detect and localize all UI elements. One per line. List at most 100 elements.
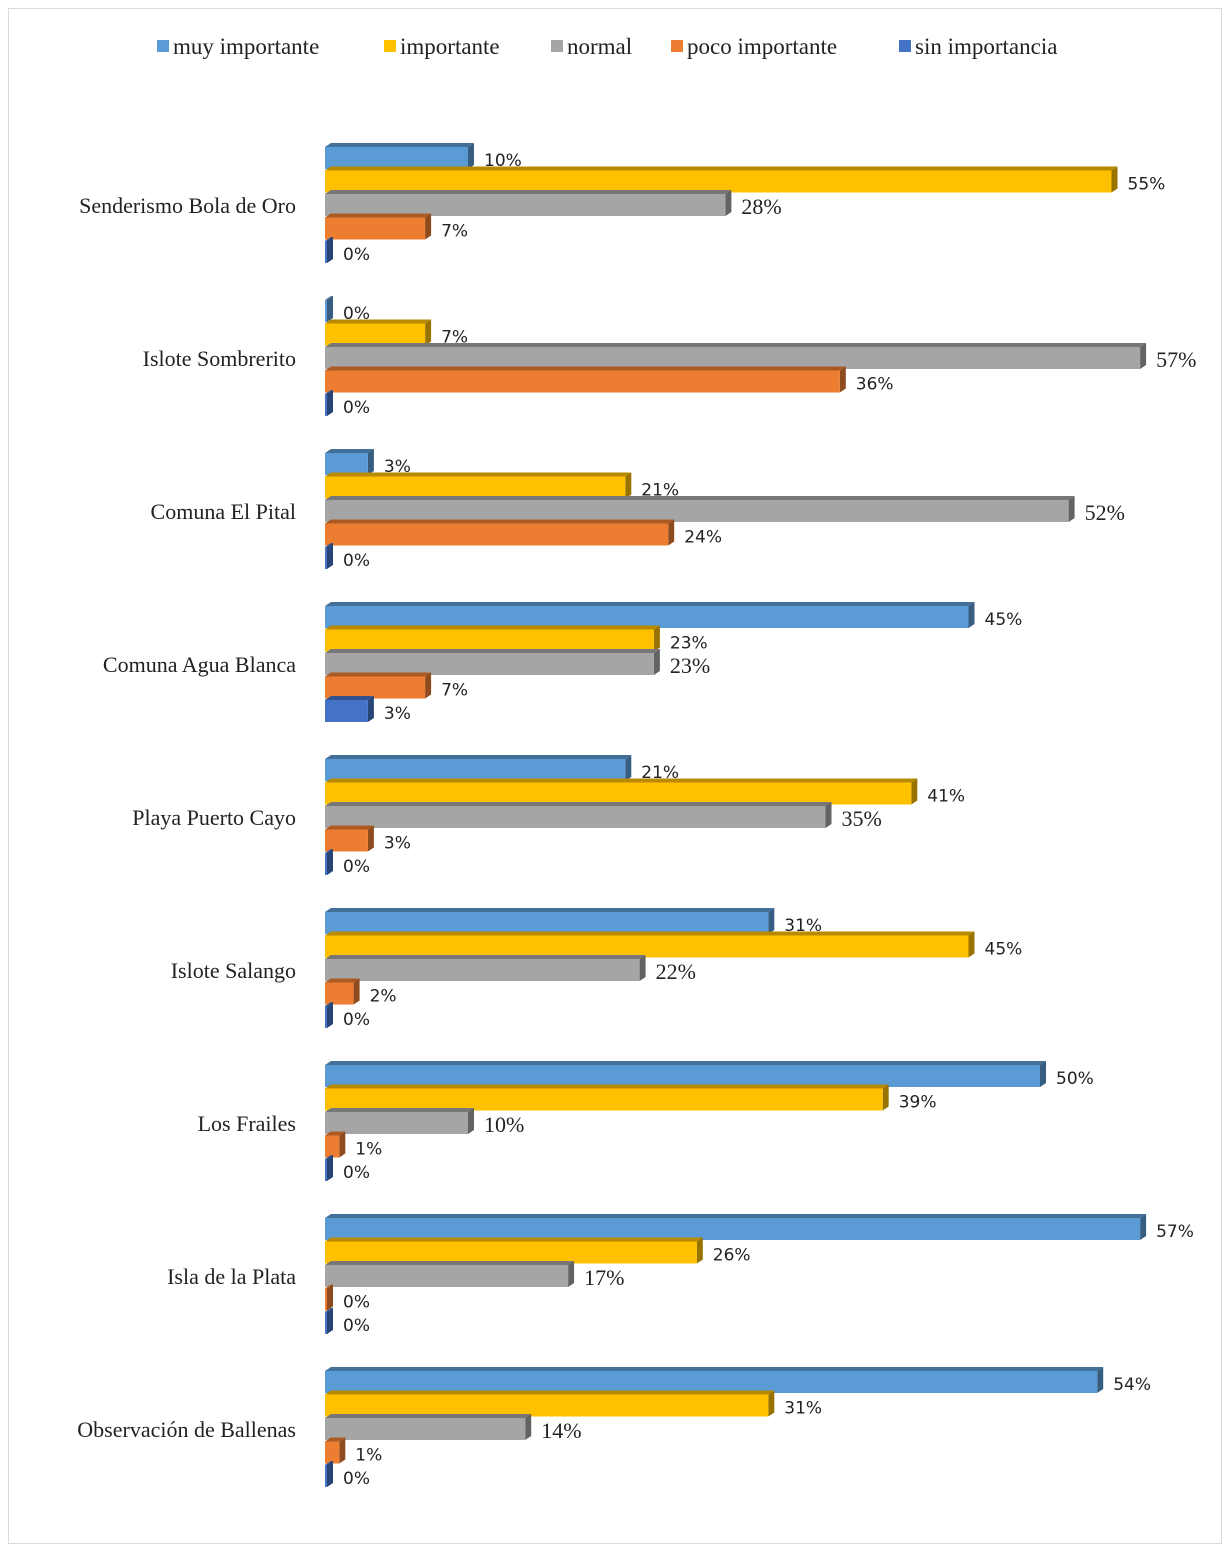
bar-side-face — [525, 1414, 532, 1440]
bar-top-face — [325, 672, 432, 677]
bar-front-face — [325, 759, 626, 781]
bar-side-face — [768, 1390, 775, 1417]
bar-side-face — [825, 802, 832, 828]
bar — [325, 802, 832, 828]
data-label: 28% — [741, 194, 781, 219]
bar-front-face — [325, 1241, 697, 1264]
bar-side-face — [1111, 166, 1118, 193]
legend-label: muy importante — [173, 34, 319, 59]
bars — [325, 143, 1147, 1487]
data-label: 7% — [441, 681, 468, 701]
data-label: 23% — [670, 634, 708, 654]
bar-top-face — [325, 1284, 333, 1289]
bar-side-face — [327, 390, 333, 416]
data-label: 0% — [343, 245, 370, 265]
legend-item: sin importancia — [899, 34, 1057, 59]
bar-top-face — [325, 1461, 333, 1465]
bar-front-face — [325, 1312, 327, 1334]
category-label: Observación de Ballenas — [77, 1417, 296, 1442]
data-label: 7% — [441, 222, 468, 242]
bar-front-face — [325, 300, 327, 322]
data-label: 0% — [343, 1010, 370, 1030]
bar-side-face — [1097, 1367, 1104, 1393]
legend-swatch — [551, 40, 563, 52]
bar-side-face — [968, 602, 975, 628]
bar-side-face — [653, 649, 660, 675]
bar-side-face — [625, 755, 632, 781]
bar-top-face — [325, 1108, 474, 1112]
bar-side-face — [367, 825, 374, 852]
legend-swatch — [899, 40, 911, 52]
bar-top-face — [325, 472, 632, 477]
data-label: 50% — [1056, 1069, 1094, 1089]
bar — [325, 1461, 333, 1487]
bar-front-face — [325, 1006, 327, 1028]
bar — [325, 143, 474, 169]
bar — [325, 1108, 474, 1134]
bar-side-face — [367, 696, 374, 722]
bar-side-face — [327, 1155, 333, 1181]
bar-top-face — [325, 1214, 1147, 1218]
bar-side-face — [639, 955, 646, 981]
bar-front-face — [325, 829, 368, 852]
bar-front-face — [325, 453, 368, 475]
bar-front-face — [325, 982, 354, 1005]
category-label: Isla de la Plata — [167, 1264, 296, 1289]
bar-front-face — [325, 1288, 327, 1311]
bar — [325, 672, 432, 699]
bar-front-face — [325, 323, 426, 346]
bar-front-face — [325, 1135, 340, 1158]
bar-front-face — [325, 700, 368, 722]
data-label: 0% — [343, 304, 370, 324]
bar — [325, 1002, 333, 1028]
bar — [325, 366, 846, 393]
bar-side-face — [339, 1131, 346, 1158]
bar-side-face — [911, 778, 918, 805]
bar-side-face — [327, 296, 333, 322]
bar-side-face — [725, 190, 732, 216]
bar-side-face — [668, 519, 675, 546]
bar — [325, 496, 1075, 522]
bar-top-face — [325, 449, 374, 453]
bar — [325, 1284, 333, 1311]
bar-front-face — [325, 147, 468, 169]
data-label: 45% — [985, 610, 1023, 630]
bar — [325, 649, 660, 675]
bar-front-face — [325, 170, 1112, 193]
data-label: 26% — [713, 1246, 751, 1266]
bar-front-face — [325, 853, 327, 875]
bar — [325, 343, 1147, 369]
bar-front-face — [325, 1159, 327, 1181]
bar-front-face — [325, 1441, 340, 1464]
bar-front-face — [325, 1418, 526, 1440]
bar-top-face — [325, 1261, 575, 1265]
bar-top-face — [325, 755, 632, 759]
bar-front-face — [325, 1465, 327, 1487]
value-labels: 10% 55% 28% 7% 0% 0% 7% 57% 36% 0% 3% 21% 52% 24% 0% 45… — [343, 151, 1196, 1489]
bar-side-face — [327, 1002, 333, 1028]
data-label: 0% — [343, 398, 370, 418]
category-label: Islote Salango — [171, 958, 296, 983]
legend-label: poco importante — [687, 34, 837, 59]
bar-side-face — [425, 213, 432, 240]
bar-front-face — [325, 1112, 468, 1134]
bar-top-face — [325, 825, 374, 830]
bar-top-face — [325, 237, 333, 241]
data-label: 31% — [784, 916, 822, 936]
bar — [325, 602, 975, 628]
bar-front-face — [325, 629, 654, 652]
data-label: 21% — [641, 481, 679, 501]
bar-front-face — [325, 547, 327, 569]
data-label: 57% — [1156, 1222, 1194, 1242]
bar-top-face — [325, 143, 474, 147]
data-label: 31% — [784, 1399, 822, 1419]
bar-side-face — [468, 143, 474, 169]
bar-top-face — [325, 625, 660, 630]
bar — [325, 190, 732, 216]
data-label: 2% — [370, 987, 397, 1007]
data-label: 55% — [1128, 175, 1166, 195]
bar-side-face — [968, 931, 975, 958]
bar-side-face — [882, 1084, 889, 1111]
bar-front-face — [325, 1065, 1040, 1087]
bar — [325, 449, 374, 475]
